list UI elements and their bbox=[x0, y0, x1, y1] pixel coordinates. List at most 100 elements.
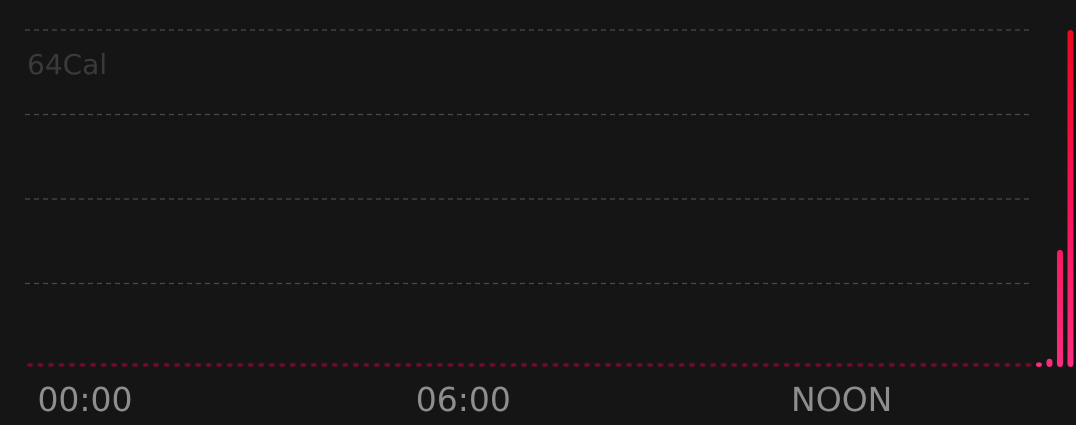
bar bbox=[689, 362, 696, 367]
bar bbox=[1067, 30, 1074, 367]
bars bbox=[27, 30, 1074, 367]
bar bbox=[867, 362, 874, 367]
bar bbox=[573, 362, 580, 367]
x-tick-label: 00:00 bbox=[37, 380, 132, 419]
bar bbox=[352, 362, 359, 367]
bar bbox=[1004, 362, 1011, 367]
bar bbox=[489, 362, 496, 367]
bar bbox=[794, 362, 801, 367]
bar bbox=[258, 362, 265, 367]
bar bbox=[636, 362, 643, 367]
bar bbox=[615, 362, 622, 367]
bar bbox=[983, 362, 990, 367]
bar bbox=[510, 362, 517, 367]
bar bbox=[331, 362, 338, 367]
bar bbox=[773, 362, 780, 367]
bar bbox=[520, 362, 527, 367]
bar bbox=[668, 362, 675, 367]
bar bbox=[384, 362, 391, 367]
bar bbox=[941, 362, 948, 367]
bar bbox=[426, 362, 433, 367]
bar bbox=[710, 362, 717, 367]
bar bbox=[1035, 362, 1042, 367]
bar bbox=[163, 362, 170, 367]
bar bbox=[79, 362, 86, 367]
bar bbox=[226, 362, 233, 367]
y-max-label: 64Cal bbox=[27, 48, 107, 81]
bar bbox=[342, 362, 349, 367]
bar bbox=[447, 362, 454, 367]
bar bbox=[90, 362, 97, 367]
bar bbox=[289, 362, 296, 367]
bar bbox=[216, 362, 223, 367]
bar bbox=[321, 362, 328, 367]
bar bbox=[531, 362, 538, 367]
bar bbox=[300, 362, 307, 367]
bar bbox=[478, 362, 485, 367]
bar bbox=[153, 362, 160, 367]
gridlines bbox=[25, 29, 1030, 285]
bar bbox=[993, 362, 1000, 367]
bar bbox=[951, 362, 958, 367]
bar bbox=[605, 362, 612, 367]
bar bbox=[1046, 358, 1053, 367]
bar bbox=[752, 362, 759, 367]
bar bbox=[731, 362, 738, 367]
bar bbox=[541, 362, 548, 367]
bar bbox=[468, 362, 475, 367]
bar bbox=[678, 362, 685, 367]
bar bbox=[142, 362, 149, 367]
bar bbox=[909, 362, 916, 367]
bar bbox=[563, 362, 570, 367]
bar bbox=[121, 362, 128, 367]
bar bbox=[1025, 362, 1032, 367]
bar bbox=[363, 362, 370, 367]
bar bbox=[58, 362, 65, 367]
bar bbox=[27, 362, 33, 367]
bar bbox=[499, 362, 506, 367]
bar bbox=[111, 362, 118, 367]
bar bbox=[836, 362, 843, 367]
bar bbox=[415, 362, 422, 367]
bar bbox=[268, 362, 275, 367]
bar bbox=[205, 362, 212, 367]
bar bbox=[783, 362, 790, 367]
bar bbox=[888, 362, 895, 367]
bar bbox=[825, 362, 832, 367]
bar bbox=[972, 362, 979, 367]
bar bbox=[741, 362, 748, 367]
x-tick-label: 06:00 bbox=[416, 380, 511, 419]
bar bbox=[310, 362, 317, 367]
bar bbox=[405, 362, 412, 367]
bar bbox=[394, 362, 401, 367]
bar bbox=[279, 362, 286, 367]
bar bbox=[37, 362, 44, 367]
bar bbox=[436, 362, 443, 367]
bar bbox=[457, 362, 464, 367]
bar bbox=[762, 362, 769, 367]
bar bbox=[657, 362, 664, 367]
bar bbox=[804, 362, 811, 367]
bar bbox=[720, 362, 727, 367]
bar bbox=[247, 362, 254, 367]
bar bbox=[48, 362, 55, 367]
bar bbox=[878, 362, 885, 367]
bar bbox=[594, 362, 601, 367]
bar bbox=[132, 362, 139, 367]
bar bbox=[552, 362, 559, 367]
bar bbox=[626, 362, 633, 367]
bar bbox=[100, 362, 107, 367]
bar bbox=[846, 362, 853, 367]
bar bbox=[857, 362, 864, 367]
bar bbox=[584, 362, 591, 367]
bar bbox=[1056, 249, 1063, 367]
bar bbox=[1014, 362, 1021, 367]
bar bbox=[962, 362, 969, 367]
bar bbox=[815, 362, 822, 367]
x-tick-label: NOON bbox=[791, 380, 892, 419]
bar bbox=[699, 362, 706, 367]
bar bbox=[237, 362, 244, 367]
bar bbox=[184, 362, 191, 367]
